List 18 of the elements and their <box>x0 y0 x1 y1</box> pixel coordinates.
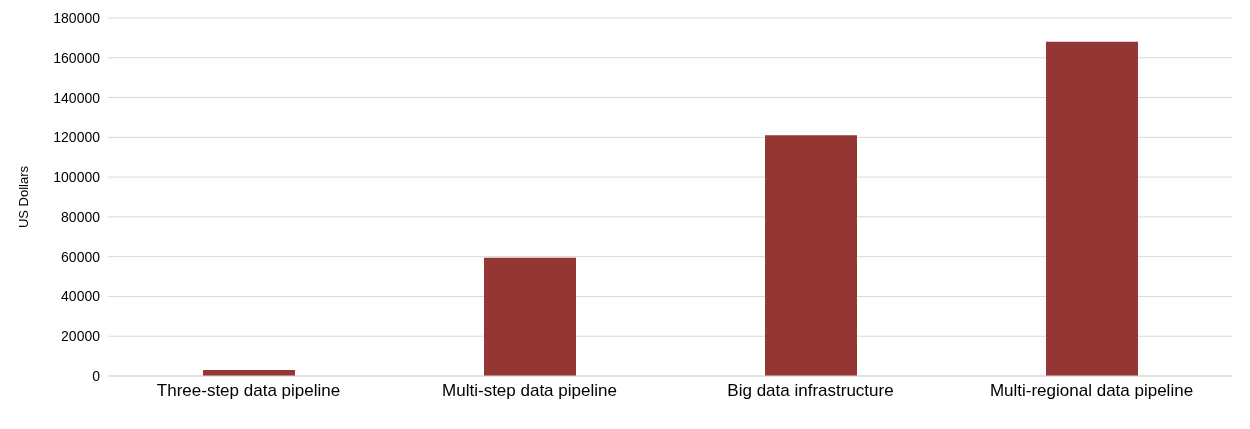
y-tick-label: 120000 <box>53 129 101 146</box>
x-tick-label: Multi-regional data pipeline <box>989 381 1194 401</box>
bar <box>484 257 576 376</box>
x-tick-label: Multi-step data pipeline <box>442 381 617 401</box>
y-tick-label: 60000 <box>61 248 101 265</box>
y-axis-title: US Dollars <box>15 165 31 229</box>
x-tick-label: Big data infrastructure <box>727 381 894 401</box>
bar <box>1046 41 1138 376</box>
y-tick-label: 20000 <box>61 328 101 345</box>
y-tick-label: 40000 <box>61 288 101 305</box>
x-tick-label: Three-step data pipeline <box>156 381 341 401</box>
y-tick-label: 0 <box>92 367 101 384</box>
bar <box>765 135 857 376</box>
y-tick-label: 100000 <box>53 169 101 186</box>
y-tick-label: 160000 <box>53 49 101 66</box>
y-tick-label: 80000 <box>61 208 101 225</box>
y-tick-label: 140000 <box>53 89 101 106</box>
y-tick-label: 180000 <box>53 9 101 26</box>
